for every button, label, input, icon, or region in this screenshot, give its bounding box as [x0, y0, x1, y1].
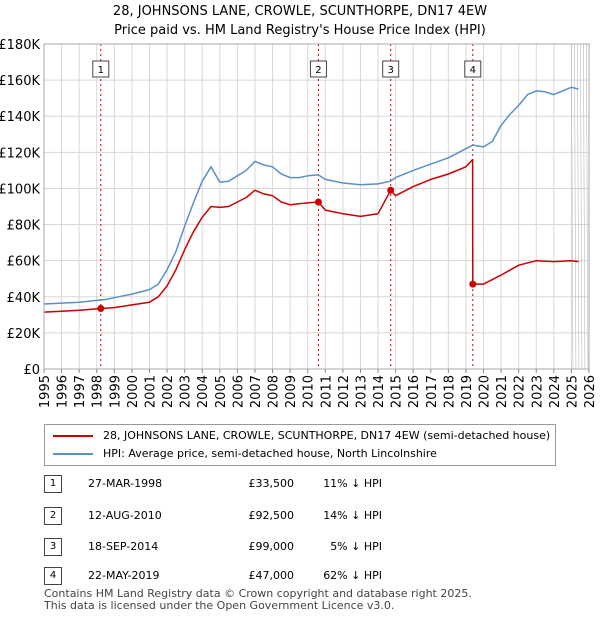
sale-price: £33,500	[248, 477, 295, 490]
sale-date: 22-MAY-2019	[88, 569, 160, 582]
sale-number-badge: 2	[44, 507, 62, 525]
x-tick-label: 2024	[548, 375, 563, 408]
x-tick-label: 2012	[337, 375, 352, 408]
x-tick-label: 2020	[478, 375, 493, 408]
x-tick-label: 2003	[179, 375, 194, 408]
hatch-line	[577, 43, 580, 370]
sale-label-box	[309, 60, 327, 78]
y-tick-label: £40K	[7, 291, 41, 306]
sale-row: 4 22-MAY-2019 £47,000 62% ↓ HPI	[44, 566, 564, 586]
x-tick-label: 2017	[425, 375, 440, 408]
x-tick-label: 2007	[249, 375, 264, 408]
sale-label-box	[92, 60, 110, 78]
sale-row: 1 27-MAR-1998 £33,500 11% ↓ HPI	[44, 474, 564, 494]
legend-item-property: 28, JOHNSONS LANE, CROWLE, SCUNTHORPE, D…	[53, 427, 550, 445]
x-tick-label: 2023	[530, 375, 545, 408]
projection-hatch	[571, 43, 589, 370]
sale-date: 12-AUG-2010	[88, 509, 162, 522]
x-tick-label: 2025	[565, 375, 580, 408]
chart-title: 28, JOHNSONS LANE, CROWLE, SCUNTHORPE, D…	[0, 2, 600, 40]
sale-label-text: 2	[315, 65, 321, 76]
x-tick-label: 1995	[38, 375, 53, 408]
x-tick-label: 2011	[319, 375, 334, 408]
chart-legend: 28, JOHNSONS LANE, CROWLE, SCUNTHORPE, D…	[44, 424, 556, 466]
x-tick-label: 2004	[196, 375, 211, 408]
y-tick-label: £140K	[0, 110, 40, 125]
footer-line-2: This data is licensed under the Open Gov…	[44, 599, 395, 612]
y-tick-label: £20K	[7, 327, 41, 342]
sale-point	[314, 198, 322, 206]
x-tick-label: 2022	[513, 375, 528, 408]
footer-line-1: Contains HM Land Registry data © Crown c…	[44, 587, 472, 600]
y-tick-label: £160K	[0, 74, 40, 89]
sale-hpi-diff: 11% ↓ HPI	[323, 477, 382, 490]
sale-price: £47,000	[248, 569, 295, 582]
sale-label-box	[382, 60, 400, 78]
sale-number-badge: 1	[44, 475, 62, 493]
x-tick-label: 1997	[73, 375, 88, 408]
legend-label-property: 28, JOHNSONS LANE, CROWLE, SCUNTHORPE, D…	[103, 429, 551, 442]
title-line-2: Price paid vs. HM Land Registry's House …	[114, 23, 486, 38]
x-tick-label: 2015	[390, 375, 405, 408]
sale-hpi-diff: 5% ↓ HPI	[330, 540, 382, 553]
sale-number-badge: 3	[44, 538, 62, 556]
sale-date: 27-MAR-1998	[88, 477, 163, 490]
sale-point	[469, 280, 477, 288]
legend-swatch-hpi	[53, 453, 93, 455]
x-tick-label: 2019	[460, 375, 475, 408]
x-tick-label: 2001	[143, 375, 158, 408]
x-tick-label: 2013	[354, 375, 369, 408]
sale-row: 2 12-AUG-2010 £92,500 14% ↓ HPI	[44, 506, 564, 526]
sale-label-text: 3	[388, 65, 394, 76]
x-tick-label: 2010	[302, 375, 317, 408]
sale-hpi-diff: 14% ↓ HPI	[323, 509, 382, 522]
x-tick-label: 1998	[91, 375, 106, 408]
x-tick-label: 1999	[108, 375, 123, 408]
hatch-line	[574, 43, 577, 370]
x-tick-label: 1996	[56, 375, 71, 408]
y-tick-label: £0	[23, 363, 40, 378]
legend-item-hpi: HPI: Average price, semi-detached house,…	[53, 445, 437, 463]
y-tick-label: £80K	[7, 219, 41, 234]
x-tick-label: 2014	[372, 375, 387, 408]
x-tick-label: 2005	[214, 375, 229, 408]
y-tick-label: £60K	[7, 255, 41, 270]
x-tick-label: 2016	[407, 375, 422, 408]
hatch-line	[580, 43, 583, 370]
sale-label-box	[464, 60, 482, 78]
footer-attribution: Contains HM Land Registry data © Crown c…	[44, 588, 472, 612]
x-tick-label: 2006	[231, 375, 246, 408]
sale-point	[387, 186, 395, 194]
sale-number-badge: 4	[44, 567, 62, 585]
x-tick-label: 2000	[126, 375, 141, 408]
sale-label-text: 1	[98, 65, 104, 76]
hatch-line	[571, 43, 574, 370]
title-line-1: 28, JOHNSONS LANE, CROWLE, SCUNTHORPE, D…	[112, 4, 488, 19]
hatch-line	[586, 43, 589, 370]
y-tick-label: £120K	[0, 146, 40, 161]
sale-hpi-diff: 62% ↓ HPI	[323, 569, 382, 582]
sale-price: £92,500	[248, 509, 295, 522]
plot-area	[44, 44, 589, 369]
sale-date: 18-SEP-2014	[88, 540, 159, 553]
property-price-line	[43, 158, 579, 313]
x-tick-label: 2008	[267, 375, 282, 408]
sale-row: 3 18-SEP-2014 £99,000 5% ↓ HPI	[44, 537, 564, 557]
legend-swatch-property	[53, 435, 93, 437]
hpi-line	[43, 86, 579, 305]
y-tick-label: £100K	[0, 182, 40, 197]
x-tick-label: 2021	[495, 375, 510, 408]
sale-label-text: 4	[470, 65, 476, 76]
x-tick-label: 2009	[284, 375, 299, 408]
plot-border	[43, 43, 590, 370]
y-tick-label: £180K	[0, 38, 40, 53]
x-tick-label: 2026	[583, 375, 598, 408]
legend-label-hpi: HPI: Average price, semi-detached house,…	[103, 447, 437, 460]
x-tick-label: 2002	[161, 375, 176, 408]
sale-price: £99,000	[248, 540, 295, 553]
price-chart: 1 2 3 4 £0 £20K £40K £60K £80K £100K £120K £140K £16…	[0, 38, 598, 408]
x-tick-label: 2018	[442, 375, 457, 408]
sale-point	[97, 305, 105, 313]
hatch-line	[583, 43, 586, 370]
